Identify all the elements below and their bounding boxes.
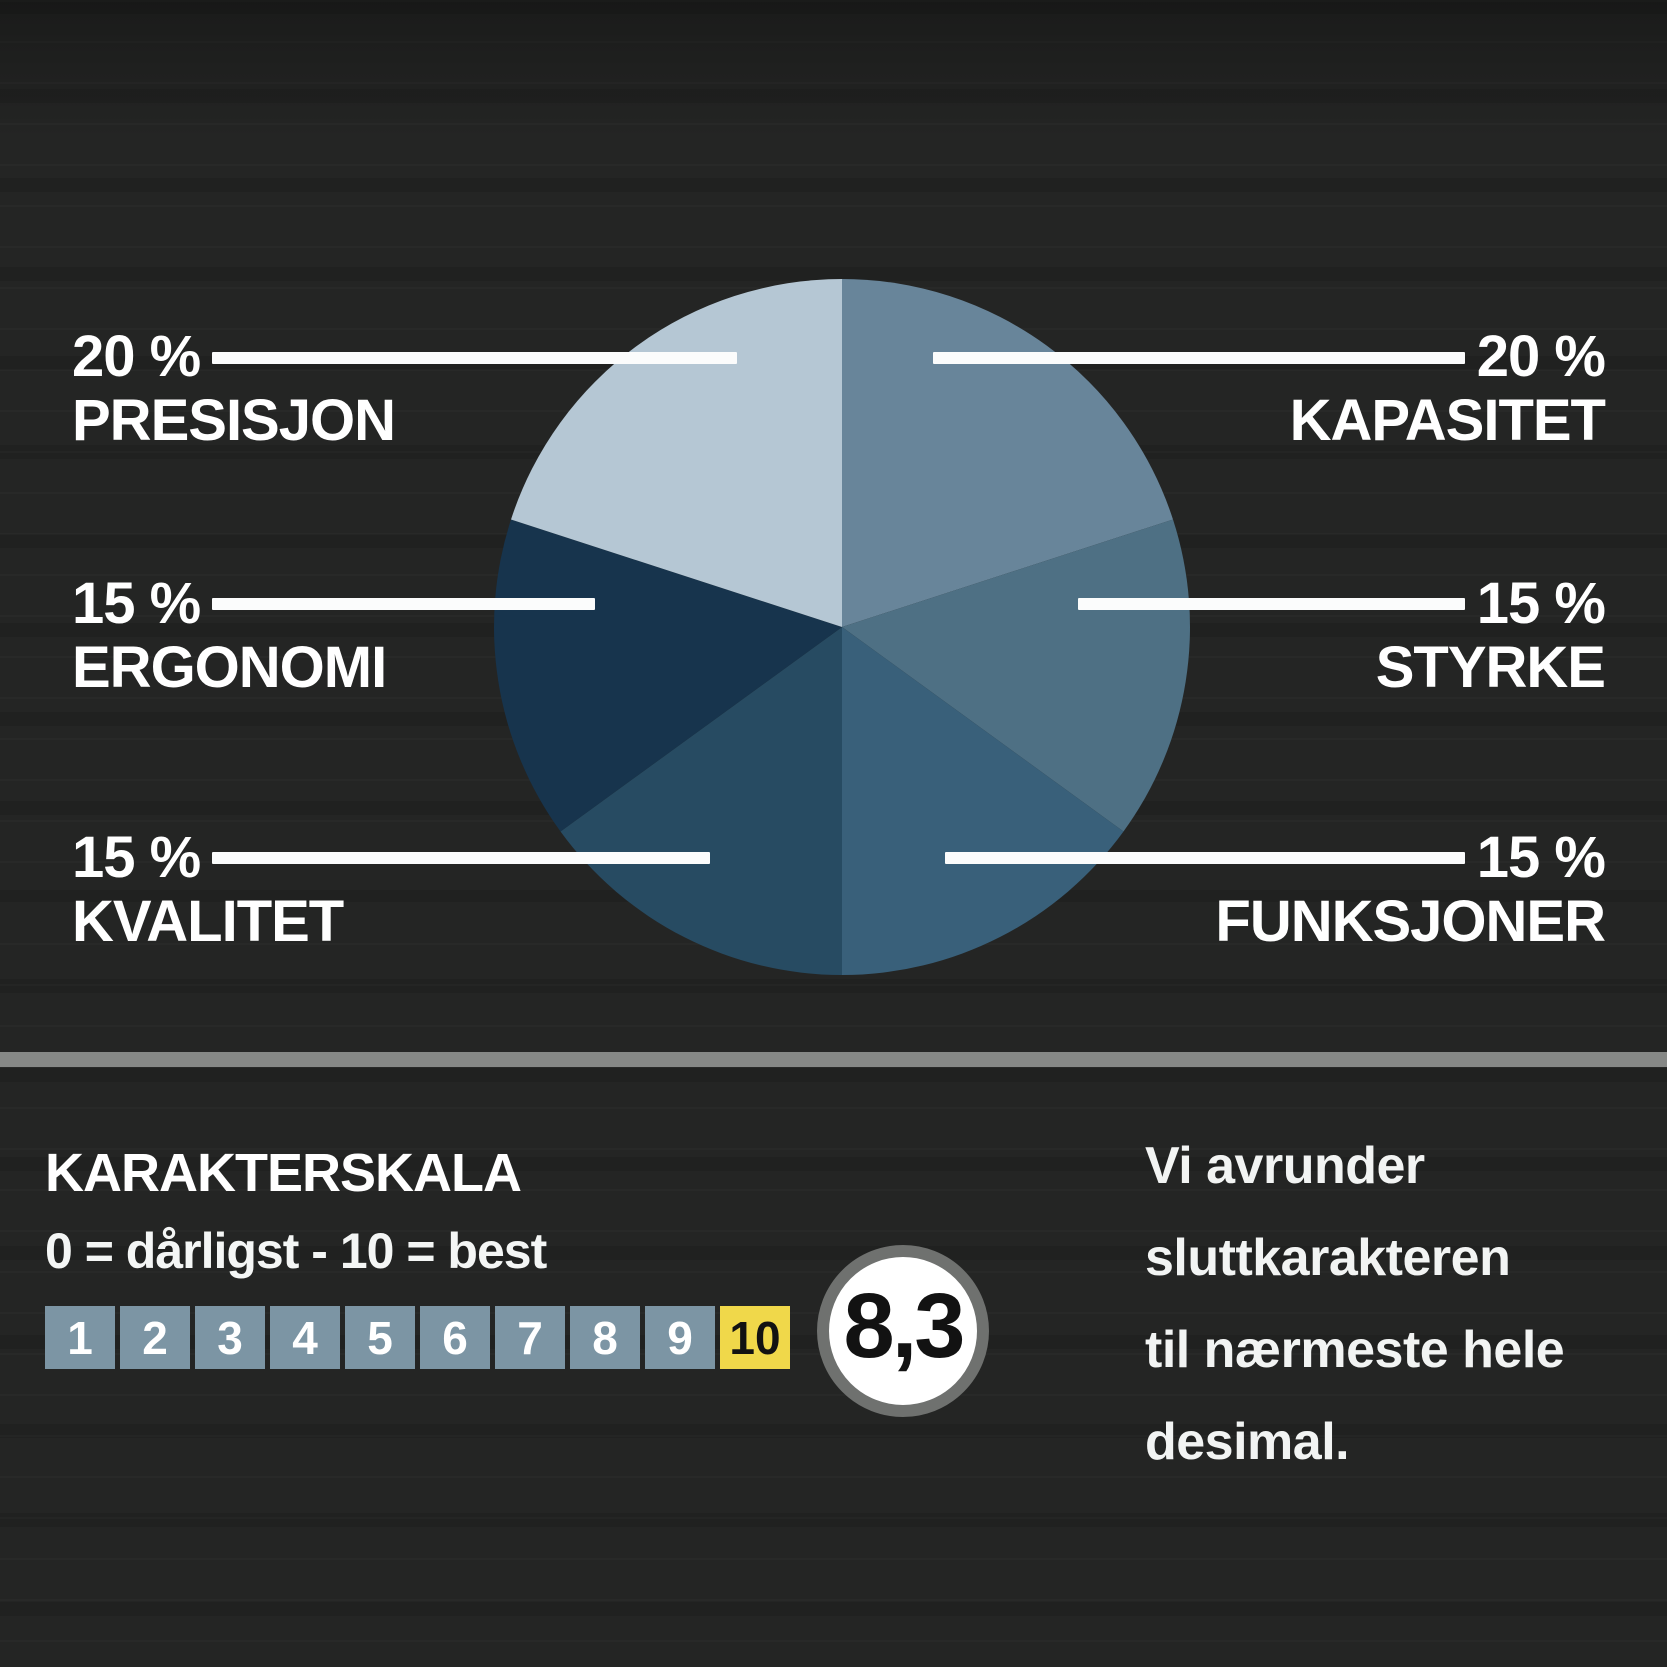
grade-scale: 1 2 3 4 5 6 7 8 9 10 [45, 1306, 790, 1369]
rounding-note-line: desimal. [1145, 1413, 1350, 1471]
pie-slice-ergonomi [494, 519, 842, 832]
scale-cell-3: 3 [195, 1306, 265, 1369]
label-kvalitet: 15 % KVALITET [72, 825, 344, 954]
label-funksjoner: 15 % FUNKSJONER [1215, 825, 1606, 954]
score-badge: 8,3 [817, 1245, 989, 1417]
rounding-note-line: Vi avrunder [1145, 1137, 1425, 1195]
weight-percent: 15 % [72, 571, 201, 636]
divider-bar [0, 1052, 1667, 1067]
scale-cell-8: 8 [570, 1306, 640, 1369]
pie-chart [494, 279, 1190, 975]
leader-line-funksjoner [945, 852, 1465, 864]
criterion-name: PRESISJON [72, 388, 396, 453]
leader-line-presisjon [212, 352, 737, 364]
criterion-name: STYRKE [1375, 635, 1606, 700]
scale-cell-10: 10 [720, 1306, 790, 1369]
pie-slice-styrke [842, 519, 1190, 832]
leader-line-kapasitet [933, 352, 1465, 364]
rounding-note-line: sluttkarakteren [1145, 1229, 1511, 1287]
scale-cell-6: 6 [420, 1306, 490, 1369]
weight-percent: 15 % [72, 825, 201, 890]
leader-line-ergonomi [212, 598, 595, 610]
label-ergonomi: 15 % ERGONOMI [72, 571, 387, 700]
leader-line-styrke [1078, 598, 1465, 610]
pie-slice-presisjon [511, 279, 842, 627]
grade-scale-range: 0 = dårligst - 10 = best [45, 1223, 547, 1279]
scale-cell-1: 1 [45, 1306, 115, 1369]
label-styrke: 15 % STYRKE [1375, 571, 1606, 700]
weight-percent: 20 % [1476, 324, 1606, 389]
score-value: 8,3 [843, 1275, 966, 1377]
scale-cell-7: 7 [495, 1306, 565, 1369]
pie-slice-funksjoner [842, 627, 1124, 975]
rounding-note: Vi avrunder sluttkarakteren til nærmeste… [1145, 1120, 1565, 1488]
weight-percent: 15 % [1476, 825, 1606, 890]
rounding-note-line: til nærmeste hele [1145, 1321, 1565, 1379]
criterion-name: KAPASITET [1289, 388, 1606, 453]
criterion-name: KVALITET [72, 889, 344, 954]
weight-percent: 20 % [72, 324, 201, 389]
criterion-name: FUNKSJONER [1215, 889, 1606, 954]
weight-percent: 15 % [1476, 571, 1606, 636]
scale-cell-4: 4 [270, 1306, 340, 1369]
scale-cell-9: 9 [645, 1306, 715, 1369]
scale-cell-5: 5 [345, 1306, 415, 1369]
criterion-name: ERGONOMI [72, 635, 387, 700]
grade-scale-heading: KARAKTERSKALA [45, 1143, 522, 1203]
pie-slice-kvalitet [560, 627, 842, 975]
label-kapasitet: 20 % KAPASITET [1289, 324, 1606, 453]
scale-cell-2: 2 [120, 1306, 190, 1369]
pie-slice-kapasitet [842, 279, 1173, 627]
label-presisjon: 20 % PRESISJON [72, 324, 396, 453]
leader-line-kvalitet [212, 852, 710, 864]
